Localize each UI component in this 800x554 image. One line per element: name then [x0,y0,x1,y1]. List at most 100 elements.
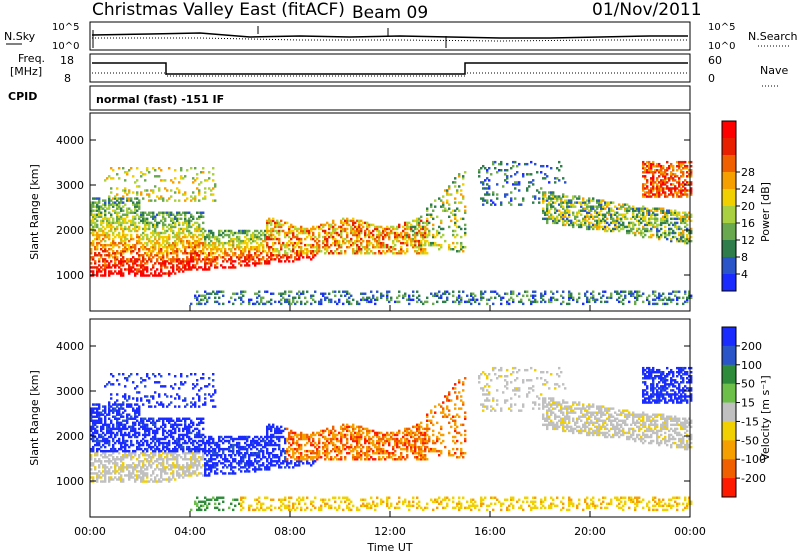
heatmap-cell [170,385,173,388]
heatmap-cell [154,237,157,241]
heatmap-cell [108,409,111,412]
heatmap-cell [254,233,257,237]
heatmap-cell [604,213,607,216]
heatmap-cell [276,254,279,257]
heatmap-cell [128,239,131,243]
heatmap-cell [156,223,159,227]
heatmap-cell [184,248,187,251]
heatmap-cell [132,397,135,400]
heatmap-cell [134,454,137,457]
heatmap-cell [262,302,265,306]
heatmap-cell [160,179,163,182]
heatmap-cell [292,233,295,237]
heatmap-cell [592,207,595,210]
heatmap-cell [120,250,123,253]
heatmap-cell [658,296,661,300]
heatmap-cell [122,195,125,198]
heatmap-cell [218,237,221,241]
heatmap-cell [458,201,461,204]
heatmap-cell [638,209,641,212]
heatmap-cell [384,229,387,233]
heatmap-cell [146,248,149,251]
heatmap-cell [170,433,173,437]
heatmap-cell [592,225,595,229]
heatmap-cell [146,476,149,479]
heatmap-cell [148,405,151,408]
heatmap-cell [178,199,181,202]
heatmap-cell [270,302,273,306]
heatmap-cell [638,221,641,225]
heatmap-cell [358,239,361,243]
heatmap-cell [558,213,561,216]
heatmap-cell [656,223,659,227]
heatmap-cell [282,241,285,245]
heatmap-cell [326,245,329,249]
heatmap-cell [576,211,579,214]
heatmap-cell [144,217,147,221]
heatmap-cell [582,217,585,221]
heatmap-cell [122,425,125,429]
heatmap-cell [464,223,467,227]
heatmap-cell [158,419,161,422]
freq-tick-bottom: 8 [64,72,71,85]
heatmap-cell [458,300,461,304]
heatmap-cell [550,197,553,200]
heatmap-cell [686,164,689,168]
heatmap-cell [250,233,253,237]
heatmap-cell [208,171,211,174]
heatmap-cell [162,421,165,425]
heatmap-cell [346,223,349,227]
heatmap-cell [160,219,163,223]
heatmap-cell [690,175,693,178]
heatmap-cell [124,451,127,455]
heatmap-cell [586,205,589,208]
heatmap-cell [454,235,457,239]
heatmap-cell [186,252,189,255]
heatmap-cell [604,219,607,223]
heatmap-cell [662,221,665,225]
heatmap-cell [142,419,145,422]
heatmap-cell [186,268,189,271]
heatmap-cell [116,421,119,425]
heatmap-cell [160,464,163,467]
heatmap-cell [600,209,603,212]
heatmap-cell [654,209,657,212]
heatmap-cell [688,239,691,243]
heatmap-cell [414,227,417,231]
heatmap-cell [184,260,187,263]
heatmap-cell [560,205,563,208]
heatmap-cell [630,294,633,297]
heatmap-cell [134,431,137,435]
heatmap-cell [456,189,459,192]
heatmap-cell [368,248,371,251]
heatmap-cell [618,217,621,221]
heatmap-cell [266,225,269,229]
heatmap-cell [650,209,653,212]
heatmap-cell [124,248,127,251]
heatmap-cell [160,258,163,261]
heatmap-cell [660,193,663,196]
heatmap-cell [276,231,279,235]
heatmap-cell [478,175,481,178]
heatmap-cell [354,241,357,245]
heatmap-cell [184,233,187,237]
heatmap-cell [324,252,327,255]
heatmap-cell [114,409,117,412]
heatmap-cell [330,250,333,253]
heatmap-cell [330,223,333,227]
heatmap-cell [146,419,149,422]
heatmap-cell [170,245,173,249]
heatmap-cell [616,207,619,210]
heatmap-cell [126,207,129,210]
heatmap-cell [118,233,121,237]
heatmap-cell [152,470,155,473]
heatmap-cell [144,447,147,451]
heatmap-cell [96,241,99,245]
heatmap-cell [98,466,101,469]
heatmap-cell [356,250,359,253]
heatmap-cell [186,221,189,225]
heatmap-cell [116,449,119,453]
heatmap-cell [670,164,673,168]
heatmap-cell [594,211,597,214]
heatmap-cell [684,193,687,196]
